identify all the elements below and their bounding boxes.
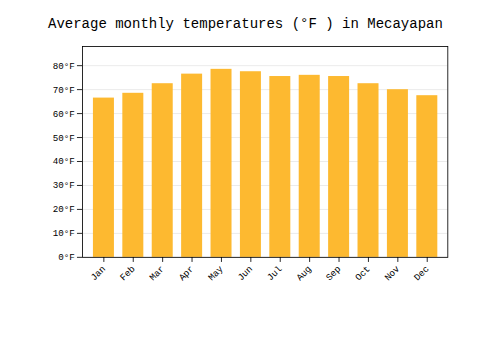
svg-text:40°F: 40°F — [53, 156, 75, 167]
svg-text:May: May — [206, 263, 226, 283]
svg-text:30°F: 30°F — [53, 180, 75, 191]
svg-text:50°F: 50°F — [53, 132, 75, 143]
svg-text:Mar: Mar — [147, 264, 167, 284]
svg-text:Dec: Dec — [412, 264, 432, 284]
svg-text:Apr: Apr — [177, 264, 197, 284]
svg-text:0°F: 0°F — [58, 252, 75, 263]
svg-text:Jan: Jan — [89, 264, 109, 284]
svg-text:60°F: 60°F — [53, 109, 75, 120]
html-text:Average monthly temperatures (: Average monthly temperatures (°F ) in Me… — [48, 16, 443, 32]
svg-text:80°F: 80°F — [53, 61, 75, 72]
svg-text:Oct: Oct — [353, 264, 373, 284]
svg-text:Aug: Aug — [294, 264, 314, 284]
svg-text:70°F: 70°F — [53, 85, 75, 96]
svg-text:20°F: 20°F — [53, 204, 75, 215]
svg-text:10°F: 10°F — [53, 228, 75, 239]
svg-text:Jun: Jun — [236, 264, 256, 284]
svg-text:Jul: Jul — [265, 263, 285, 283]
svg-text:Sep: Sep — [324, 264, 344, 284]
svg-text:Nov: Nov — [383, 263, 403, 283]
svg-text:Feb: Feb — [118, 264, 138, 284]
